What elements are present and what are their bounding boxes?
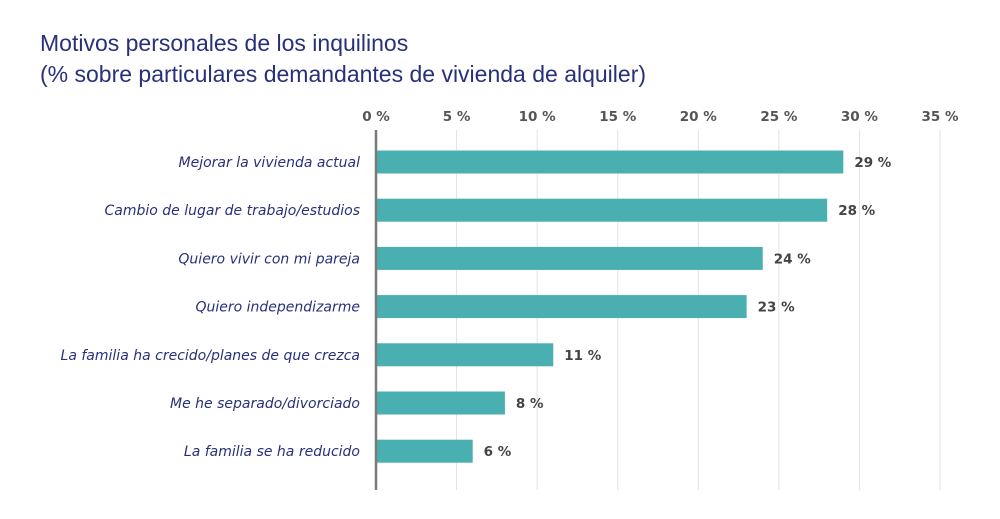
bar xyxy=(376,391,505,415)
data-label: 11 % xyxy=(564,348,601,364)
x-tick-label: 10 % xyxy=(519,109,556,125)
bars xyxy=(376,150,844,463)
x-tick-label: 20 % xyxy=(680,109,717,125)
data-labels: 29 % 28 % 24 % 23 % 11 % 8 % 6 % xyxy=(484,155,892,460)
data-label: 6 % xyxy=(484,444,512,460)
x-axis-ticks: 0 % 5 % 10 % 15 % 20 % 25 % 30 % 35 % xyxy=(362,109,959,125)
data-label: 29 % xyxy=(854,155,891,171)
data-label: 8 % xyxy=(516,396,544,412)
category-label: Quiero independizarme xyxy=(195,300,360,316)
data-label: 23 % xyxy=(758,300,795,316)
category-label: Me he separado/divorciado xyxy=(170,396,360,412)
category-label: La familia ha crecido/planes de que crez… xyxy=(61,348,360,364)
x-tick-label: 30 % xyxy=(841,109,878,125)
bar xyxy=(376,439,473,463)
x-tick-label: 15 % xyxy=(599,109,636,125)
bar xyxy=(376,295,747,319)
category-label: Cambio de lugar de trabajo/estudios xyxy=(105,203,361,219)
category-label: Mejorar la vivienda actual xyxy=(179,155,361,171)
category-labels: Mejorar la vivienda actual Cambio de luga… xyxy=(61,155,361,460)
bar xyxy=(376,343,554,367)
chart-subtitle: (% sobre particulares demandantes de viv… xyxy=(40,61,647,87)
x-tick-label: 0 % xyxy=(362,109,390,125)
chart-title-block: Motivos personales de los inquilinos (% … xyxy=(40,28,646,90)
x-tick-label: 25 % xyxy=(760,109,797,125)
chart-title: Motivos personales de los inquilinos xyxy=(40,30,409,56)
data-label: 28 % xyxy=(838,203,875,219)
bar xyxy=(376,198,828,222)
data-label: 24 % xyxy=(774,251,811,267)
x-tick-label: 5 % xyxy=(443,109,471,125)
category-label: Quiero vivir con mi pareja xyxy=(178,251,360,267)
bar xyxy=(376,246,763,270)
category-label: La familia se ha reducido xyxy=(184,444,360,460)
bar xyxy=(376,150,844,174)
x-tick-label: 35 % xyxy=(921,109,958,125)
